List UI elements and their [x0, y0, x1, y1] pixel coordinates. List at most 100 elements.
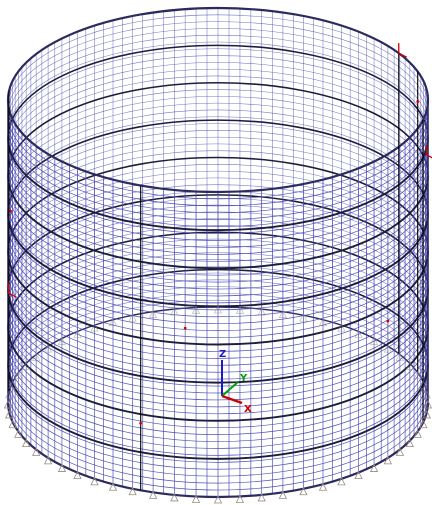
front-hoop-line — [7, 395, 429, 491]
front-hoop-line — [7, 381, 429, 477]
back-ring-beam — [7, 119, 429, 214]
pinned-support-icon — [422, 410, 431, 419]
pinned-support-icon — [299, 486, 308, 496]
z-axis-label: Z — [219, 349, 226, 360]
pinned-support-icon — [14, 370, 23, 380]
pinned-support-icon — [383, 344, 393, 353]
pinned-support-icon — [278, 490, 288, 499]
pinned-support-icon — [383, 455, 393, 465]
back-hoop-line — [7, 164, 429, 258]
pinned-support-icon — [3, 400, 13, 409]
front-hoop-line — [7, 127, 429, 221]
pinned-support-icon — [128, 313, 137, 322]
pinned-support-icon — [257, 493, 266, 502]
node-marker — [386, 319, 390, 323]
pinned-support-icon — [299, 313, 308, 322]
pinned-support-icon — [354, 329, 363, 338]
pinned-support-icon — [31, 352, 41, 361]
pinned-support-icon — [22, 361, 31, 370]
front-hoop-line — [7, 367, 429, 463]
back-hoop-line — [7, 89, 429, 183]
pinned-support-icon — [213, 495, 223, 504]
front-ring-beam — [7, 250, 429, 346]
pinned-support-icon — [57, 463, 67, 472]
front-hoop-line — [7, 271, 429, 366]
node-marker — [139, 421, 143, 425]
pinned-support-icon — [148, 490, 158, 499]
pinned-support-icon — [148, 309, 158, 319]
back-ring-beam — [7, 156, 429, 252]
front-hoop-line — [7, 106, 429, 200]
front-ring-beam — [7, 288, 429, 384]
pinned-support-icon — [235, 305, 245, 314]
pinned-support-icon — [318, 317, 328, 327]
pinned-support-icon — [257, 307, 266, 316]
front-hoop-line — [7, 216, 429, 311]
coordinate-axes-icon: Z Y X — [219, 349, 252, 415]
front-hoop-line — [7, 347, 429, 442]
back-hoop-line — [7, 75, 429, 169]
front-hoop-line — [7, 161, 429, 255]
back-hoop-line — [7, 184, 429, 279]
pinned-support-icon — [191, 305, 201, 314]
pinned-support-icon — [413, 429, 422, 438]
back-hoop-line — [7, 102, 429, 197]
front-hoop-line — [7, 237, 429, 331]
pinned-support-icon — [73, 470, 82, 479]
pinned-support-icon — [90, 323, 99, 332]
back-hoop-line — [7, 28, 429, 121]
bottom-rim-front — [6, 401, 430, 499]
back-hoop-line — [7, 55, 429, 149]
front-hoop-line — [7, 299, 429, 394]
front-hoop-line — [7, 113, 429, 207]
pinned-support-icon — [337, 323, 346, 332]
pinned-support-icon — [5, 410, 14, 419]
back-ring-beam — [7, 44, 429, 138]
back-hoop-line — [7, 68, 429, 162]
pinned-support-icon — [22, 438, 31, 448]
node-marker — [416, 100, 420, 104]
y-axis-icon — [221, 381, 239, 397]
pinned-support-icon — [422, 390, 431, 399]
pinned-support-icon — [337, 476, 346, 486]
front-hoop-line — [7, 209, 429, 304]
front-ring-beam — [7, 364, 429, 460]
pinned-support-icon — [5, 390, 14, 399]
pinned-support-icon — [318, 482, 328, 491]
back-hoop-line — [7, 136, 429, 231]
front-hoop-line — [7, 374, 429, 470]
front-hoop-line — [7, 120, 429, 214]
back-hoop-line — [7, 177, 429, 272]
back-hoop-line — [7, 62, 429, 155]
front-hoop-line — [7, 312, 429, 408]
pinned-support-icon — [128, 486, 137, 496]
front-hoop-line — [7, 223, 429, 318]
pinned-support-icon — [419, 419, 428, 429]
pinned-support-icon — [395, 352, 405, 361]
pinned-support-icon — [395, 447, 405, 456]
pinned-support-icon — [369, 463, 379, 472]
pinned-support-icon — [369, 336, 379, 345]
front-ring-beam — [7, 137, 429, 232]
pinned-support-icon — [8, 380, 17, 389]
front-ring-beam — [7, 326, 429, 422]
front-hoop-line — [7, 134, 429, 227]
x-axis-icon — [221, 394, 243, 405]
back-hoop-line — [7, 34, 429, 128]
front-hoop-line — [7, 154, 429, 248]
x-axis-label: X — [244, 404, 252, 415]
pinned-support-icon — [57, 336, 67, 345]
back-hoop-line — [7, 21, 429, 114]
front-hoop-line — [7, 353, 429, 449]
back-hoop-line — [7, 109, 429, 203]
back-hoop-line — [7, 143, 429, 238]
pinned-support-icon — [405, 361, 414, 370]
pinned-support-icon — [31, 447, 41, 456]
pinned-support-icon — [14, 429, 23, 438]
node-marker — [9, 209, 12, 213]
pinned-support-icon — [419, 380, 428, 389]
pinned-support-icon — [8, 419, 17, 429]
front-hoop-line — [7, 230, 429, 325]
pinned-support-icon — [108, 482, 118, 491]
